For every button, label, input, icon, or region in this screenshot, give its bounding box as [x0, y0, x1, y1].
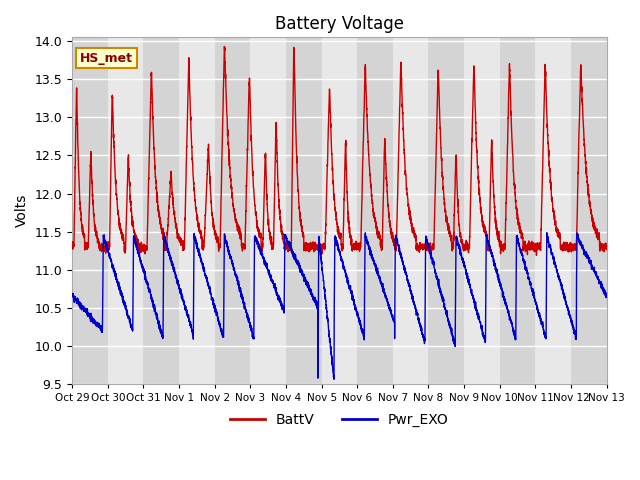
Title: Battery Voltage: Battery Voltage	[275, 15, 404, 33]
Bar	[321, 37, 357, 384]
Bar	[72, 37, 108, 384]
Bar	[179, 37, 214, 384]
Bar	[143, 37, 179, 384]
Bar	[464, 37, 500, 384]
Bar	[536, 37, 571, 384]
Bar	[108, 37, 143, 384]
Bar	[607, 37, 640, 384]
Bar	[500, 37, 536, 384]
Bar	[286, 37, 321, 384]
Bar	[428, 37, 464, 384]
Bar	[571, 37, 607, 384]
Bar	[214, 37, 250, 384]
Bar	[357, 37, 393, 384]
Text: HS_met: HS_met	[80, 52, 133, 65]
Bar	[393, 37, 428, 384]
Legend: BattV, Pwr_EXO: BattV, Pwr_EXO	[225, 408, 454, 432]
Y-axis label: Volts: Volts	[15, 194, 29, 228]
Bar	[250, 37, 286, 384]
